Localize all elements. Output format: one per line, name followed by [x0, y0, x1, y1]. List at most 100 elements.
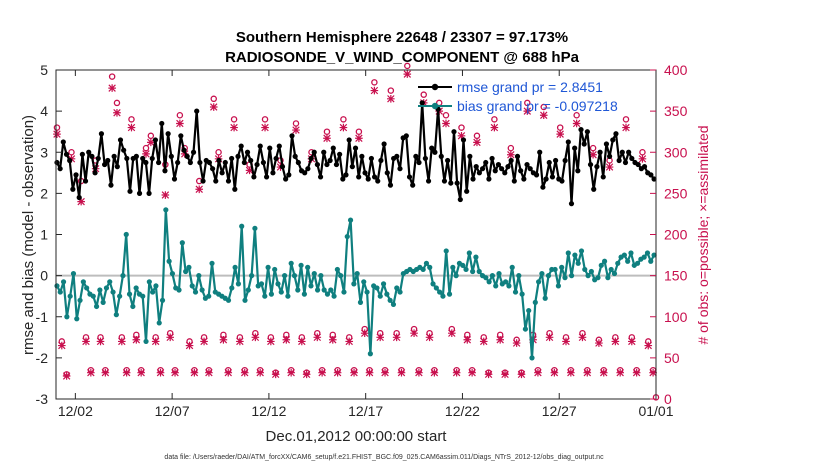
rmse-point: [254, 161, 260, 168]
assimilated-count-marker: [397, 368, 406, 377]
bias-point: [351, 281, 357, 287]
bias-point: [192, 289, 199, 295]
rmse-point: [206, 159, 213, 166]
x-tick-label: 12/02: [58, 403, 93, 419]
assimilated-marker-shape: [392, 333, 401, 342]
rmse-point: [311, 149, 317, 155]
rmse-point: [57, 166, 63, 172]
bias-point: [509, 264, 515, 270]
assimilated-marker-shape: [496, 335, 504, 344]
bias-point: [331, 293, 337, 299]
rmse-point: [603, 141, 610, 147]
possible-count-marker: [442, 111, 450, 119]
assimilated-marker-shape: [205, 368, 213, 377]
assimilated-count-marker: [622, 123, 630, 132]
rmse-point: [98, 131, 105, 137]
rmse-point: [486, 176, 492, 182]
rmse-point: [454, 180, 460, 186]
bias-point: [621, 252, 627, 258]
rmse-point: [511, 178, 517, 184]
rmse-point: [356, 174, 362, 180]
assimilated-count-marker: [507, 150, 515, 159]
bias-point: [440, 293, 446, 299]
assimilated-count-marker: [599, 368, 608, 377]
possible-count-marker: [142, 144, 150, 152]
bias-point: [536, 279, 542, 285]
assimilated-count-marker: [185, 341, 194, 350]
rmse-point: [371, 174, 378, 180]
bias-point: [107, 279, 113, 285]
assimilated-marker-shape: [333, 368, 342, 377]
bias-point: [526, 307, 532, 314]
bias-point: [143, 338, 149, 345]
assimilated-marker-shape: [339, 123, 348, 132]
bias-point: [601, 258, 608, 264]
assimilated-marker-shape: [224, 368, 233, 377]
rmse-point: [216, 157, 222, 164]
y2-tick-label: 400: [664, 62, 688, 78]
assimilated-count-marker: [298, 337, 306, 346]
bias-point: [189, 283, 195, 289]
rmse-point: [457, 196, 463, 203]
bias-point: [394, 285, 400, 291]
possible-count-marker: [355, 128, 363, 135]
bias-point: [364, 289, 370, 295]
bias-point: [166, 258, 172, 264]
y2-tick-label: 200: [664, 227, 688, 243]
assimilated-marker-shape: [230, 123, 238, 132]
rmse-point: [362, 170, 368, 176]
rmse-point: [572, 145, 578, 151]
rmse-point: [143, 159, 149, 166]
rmse-point: [359, 153, 365, 159]
bias-point: [598, 262, 604, 268]
rmse-point: [152, 137, 159, 143]
possible-count-marker: [473, 132, 481, 140]
y2-tick-label: 250: [664, 185, 688, 201]
rmse-point: [279, 164, 286, 170]
assimilated-count-marker: [496, 335, 504, 344]
assimilated-count-marker: [350, 368, 358, 377]
bias-point: [285, 293, 291, 299]
rmse-point: [527, 166, 533, 172]
rmse-point: [540, 184, 546, 190]
assimilated-count-marker: [545, 333, 554, 342]
assimilated-marker-shape: [156, 368, 165, 377]
assimilated-count-marker: [589, 150, 597, 159]
assimilated-count-marker: [611, 337, 620, 346]
bias-point: [532, 299, 538, 305]
rmse-point: [267, 145, 273, 151]
bias-point: [183, 268, 189, 275]
assimilated-marker-shape: [387, 94, 395, 103]
bias-point: [476, 268, 482, 275]
rmse-point: [232, 186, 238, 192]
bias-point: [595, 275, 601, 281]
rmse-point: [629, 155, 635, 162]
rmse-point: [413, 153, 419, 159]
assimilated-count-marker: [452, 368, 461, 377]
rmse-point: [124, 155, 130, 162]
bias-point: [146, 279, 152, 285]
rmse-point: [95, 155, 101, 162]
assimilated-marker-shape: [287, 368, 295, 377]
assimilated-marker-shape: [96, 337, 105, 346]
rmse-point: [403, 133, 409, 139]
x-tick-label: 01/01: [638, 403, 673, 419]
bias-point: [199, 287, 205, 293]
assimilated-marker-shape: [583, 368, 592, 377]
bias-point: [473, 254, 479, 260]
assimilated-marker-shape: [256, 368, 264, 377]
bias-point: [367, 351, 373, 357]
assimilated-count-marker: [156, 368, 165, 377]
bias-point: [430, 281, 436, 287]
rmse-point: [276, 143, 282, 149]
assimilated-marker-shape: [430, 368, 439, 377]
bias-point: [54, 283, 60, 289]
rmse-point: [546, 159, 552, 166]
bias-point: [519, 291, 525, 297]
assimilated-marker-shape: [599, 368, 608, 377]
assimilated-marker-shape: [523, 107, 532, 115]
bias-point: [268, 291, 274, 297]
assimilated-marker-shape: [567, 368, 575, 377]
rmse-point: [330, 145, 336, 151]
rmse-point: [352, 145, 359, 151]
